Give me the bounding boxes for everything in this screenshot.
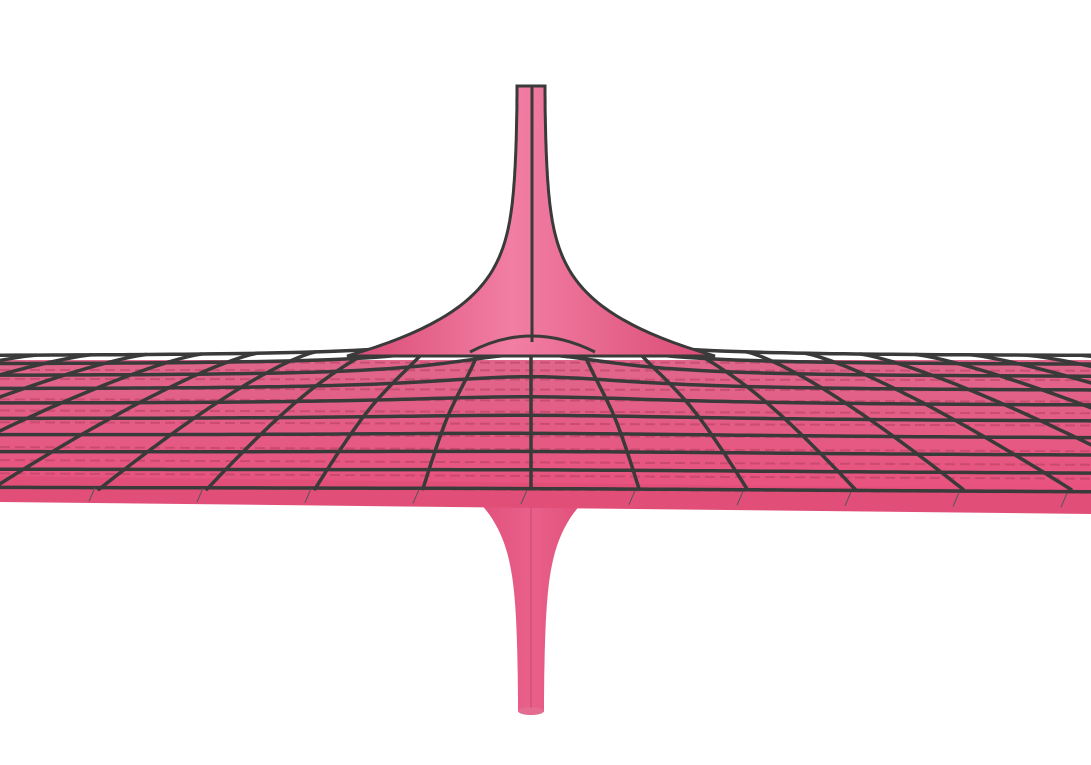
mesh-row-line [0, 467, 1091, 475]
mesh-column-line [858, 352, 1091, 447]
mesh-column-line [625, 342, 749, 491]
mesh-column-line [0, 352, 148, 399]
mesh-column-line [802, 351, 1073, 492]
mesh-column-line [0, 352, 204, 433]
mesh-row-line [0, 395, 1091, 407]
mesh-column-line [745, 350, 965, 492]
mesh-row-line [0, 485, 1091, 494]
mesh-column-line [685, 347, 857, 491]
mesh-column-line [0, 351, 260, 486]
surface-plane-icon [0, 333, 1091, 514]
mesh-row-line [0, 413, 1091, 423]
mesh-column-line [97, 350, 317, 492]
mesh-column-line [0, 353, 93, 377]
mesh-column-line [969, 353, 1091, 385]
lower-spike-icon [436, 470, 626, 715]
upper-spike-icon [346, 84, 716, 358]
mesh-column-line [205, 347, 377, 491]
mesh-column-line [313, 342, 437, 491]
mesh-column-line [914, 352, 1091, 410]
